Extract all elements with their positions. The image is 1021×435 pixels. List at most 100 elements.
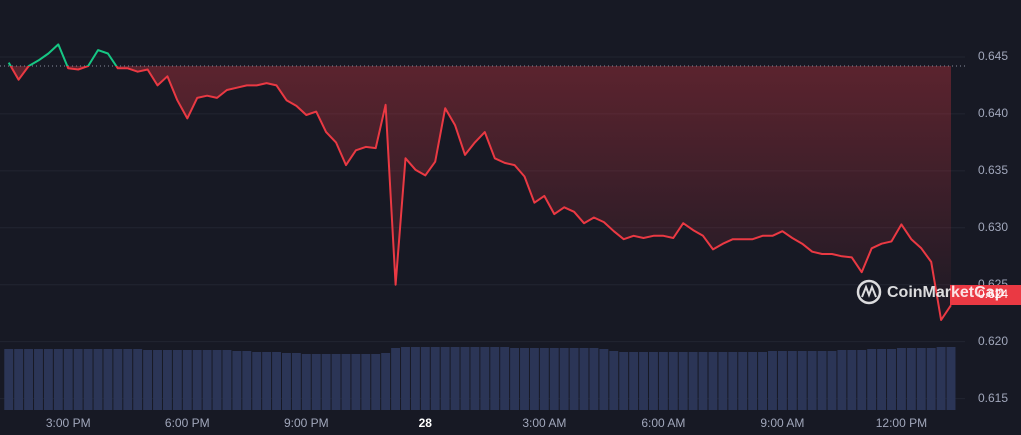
volume-bar (738, 352, 748, 410)
x-tick-label: 3:00 AM (522, 416, 566, 430)
volume-bar (450, 347, 460, 410)
plot (0, 43, 965, 321)
x-tick-label: 12:00 PM (876, 416, 927, 430)
volume-bar (728, 352, 738, 410)
volume-bar (579, 348, 589, 410)
volume-bar (827, 351, 837, 410)
y-tick-label: 0.645 (978, 49, 1008, 63)
volume-bar (371, 354, 381, 410)
volume-bar (648, 352, 658, 410)
volume-bars (4, 347, 956, 410)
volume-bar (401, 347, 410, 410)
volume-bar (410, 347, 420, 410)
volume-bar (232, 351, 242, 410)
volume-bar (758, 352, 768, 410)
volume-bar (609, 351, 619, 410)
volume-bar (341, 354, 351, 410)
volume-bar (153, 350, 162, 410)
volume-bar (599, 349, 609, 410)
volume-bar (529, 348, 539, 410)
volume-bar (14, 349, 24, 410)
volume-bar (817, 351, 827, 410)
volume-bar (500, 347, 510, 410)
volume-bar (113, 349, 123, 410)
volume-bar (688, 352, 698, 410)
volume-bar (272, 352, 281, 410)
current-price-label: 0.624 (978, 287, 1008, 301)
volume-bar (281, 353, 291, 410)
volume-bar (708, 352, 718, 410)
volume-bar (490, 347, 500, 410)
volume-bar (768, 351, 777, 410)
y-tick-label: 0.640 (978, 106, 1008, 120)
volume-bar (321, 354, 331, 410)
volume-bar (212, 350, 222, 410)
x-tick-label: 9:00 PM (284, 416, 329, 430)
volume-bar (470, 347, 480, 410)
watermark-logo-mark (861, 284, 877, 298)
x-tick-label: 9:00 AM (760, 416, 804, 430)
watermark-text: CoinMarketCap (887, 284, 1005, 301)
volume-bar (133, 349, 143, 410)
volume-bar (549, 348, 559, 410)
volume-bar (63, 349, 73, 410)
volume-bar (658, 352, 668, 410)
volume-bar (867, 349, 877, 410)
volume-bar (143, 350, 153, 410)
y-tick-label: 0.615 (978, 391, 1008, 405)
volume-bar (946, 347, 956, 410)
volume-bar (857, 350, 867, 410)
volume-bar (936, 347, 946, 410)
watermark: CoinMarketCap (856, 279, 1005, 305)
volume-bar (480, 347, 490, 410)
volume-bar (559, 348, 569, 410)
volume-bar (391, 348, 401, 410)
volume-bar (807, 351, 817, 410)
volume-bar (926, 348, 936, 410)
volume-bar (639, 352, 648, 410)
volume-bar (896, 348, 906, 410)
volume-bar (440, 347, 450, 410)
volume-bar (222, 350, 232, 410)
y-tick-label: 0.630 (978, 220, 1008, 234)
volume-bar (520, 348, 529, 410)
y-tick-label: 0.635 (978, 163, 1008, 177)
volume-bar (291, 353, 301, 410)
volume-bar (678, 352, 688, 410)
volume-bar (83, 349, 93, 410)
volume-bar (311, 354, 321, 410)
volume-bar (162, 350, 172, 410)
volume-bar (252, 352, 262, 410)
volume-bar (331, 354, 341, 410)
volume-bar (569, 348, 579, 410)
volume-bar (53, 349, 63, 410)
volume-bar (619, 352, 629, 410)
volume-bar (837, 350, 847, 410)
volume-bar (182, 350, 192, 410)
volume-bar (34, 349, 43, 410)
area-fill (8, 66, 951, 320)
volume-bar (420, 347, 430, 410)
volume-bar (93, 349, 103, 410)
volume-bar (510, 348, 520, 410)
x-tick-label: 3:00 PM (46, 416, 91, 430)
volume-bar (73, 349, 83, 410)
volume-bar (906, 348, 916, 410)
volume-bar (668, 352, 678, 410)
volume-bar (123, 349, 133, 410)
current-price-box (950, 285, 1021, 305)
volume-bar (797, 351, 807, 410)
volume-bar (718, 352, 728, 410)
volume-bar (430, 347, 440, 410)
volume-bar (24, 349, 34, 410)
x-tick-label: 6:00 PM (165, 416, 210, 430)
volume-bar (103, 349, 113, 410)
volume-bar (172, 350, 182, 410)
volume-bar (539, 348, 549, 410)
volume-bar (4, 349, 14, 410)
volume-bar (698, 352, 708, 410)
volume-bar (877, 349, 887, 410)
volume-bar (787, 351, 797, 410)
volume-bar (629, 352, 639, 410)
